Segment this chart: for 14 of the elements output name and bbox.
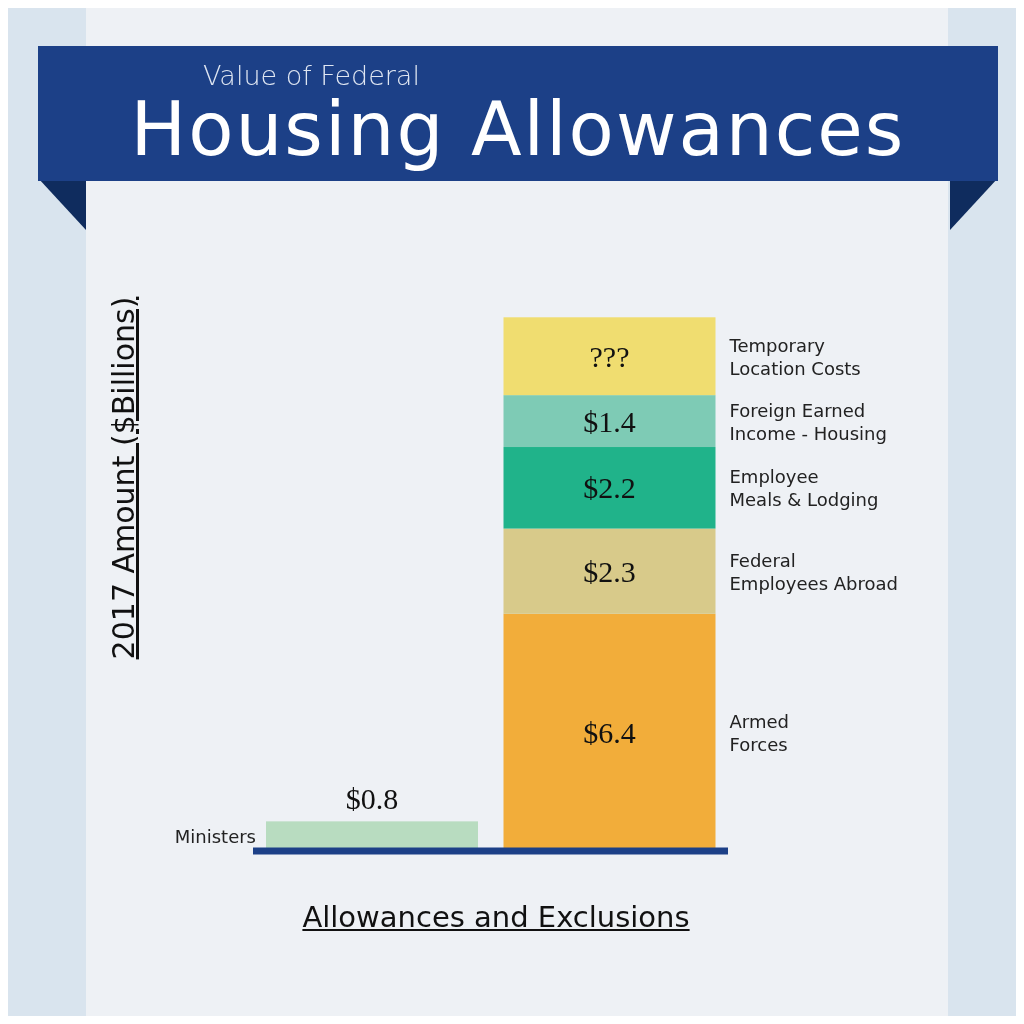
data-label: ??? — [589, 339, 630, 373]
data-label: $2.3 — [583, 554, 636, 588]
data-label: $0.8 — [345, 782, 399, 816]
data-label: $2.2 — [583, 471, 636, 505]
data-label: $1.4 — [583, 404, 636, 438]
data-label: $6.4 — [583, 715, 636, 749]
x-axis-title: Allowances and Exclusions — [301, 900, 691, 934]
series-label: Ministers — [174, 825, 256, 847]
series-label: Armed Forces — [729, 710, 789, 755]
series-label: Employee Meals & Lodging — [729, 465, 879, 510]
y-axis-title: 2017 Amount ($Billions) — [106, 295, 142, 662]
series-label: Federal Employees Abroad — [729, 549, 898, 594]
series-label: Foreign Earned Income - Housing — [729, 399, 887, 444]
series-label: Temporary Location Costs — [728, 334, 861, 379]
